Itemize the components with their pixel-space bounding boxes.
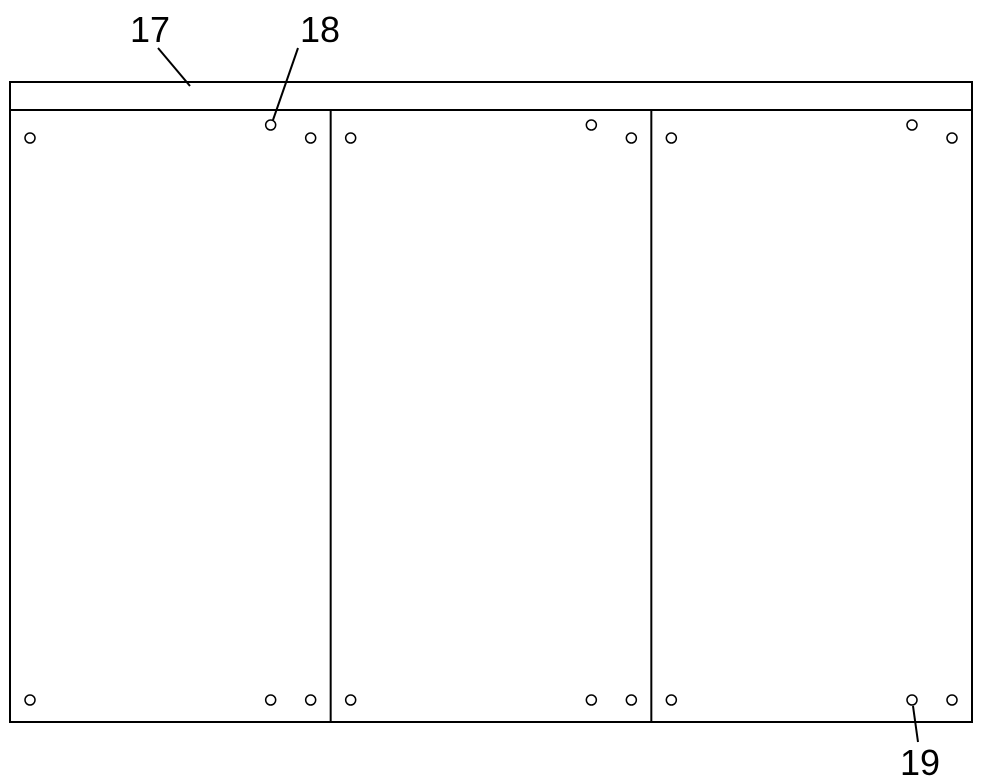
callout-leader-17 (158, 48, 190, 86)
panel-hole (586, 120, 596, 130)
panel-hole (306, 695, 316, 705)
panel-hole (266, 695, 276, 705)
callout-label-17: 17 (130, 9, 170, 50)
callout-label-18: 18 (300, 9, 340, 50)
callout-label-19: 19 (900, 742, 940, 783)
panel-hole (947, 133, 957, 143)
panel-hole (306, 133, 316, 143)
panel-hole (666, 133, 676, 143)
panel-hole (346, 695, 356, 705)
panel-diagram: 17 18 19 (0, 0, 1000, 784)
panel-hole (907, 695, 917, 705)
panel-hole (25, 695, 35, 705)
panel-hole (586, 695, 596, 705)
panel-hole (626, 133, 636, 143)
outer-frame (10, 82, 972, 722)
panel-hole (666, 695, 676, 705)
panel-hole (266, 120, 276, 130)
callout-leader-19 (913, 706, 918, 742)
panel-hole (25, 133, 35, 143)
panel-hole (907, 120, 917, 130)
panel-hole (947, 695, 957, 705)
panel-hole (626, 695, 636, 705)
panel-hole (346, 133, 356, 143)
